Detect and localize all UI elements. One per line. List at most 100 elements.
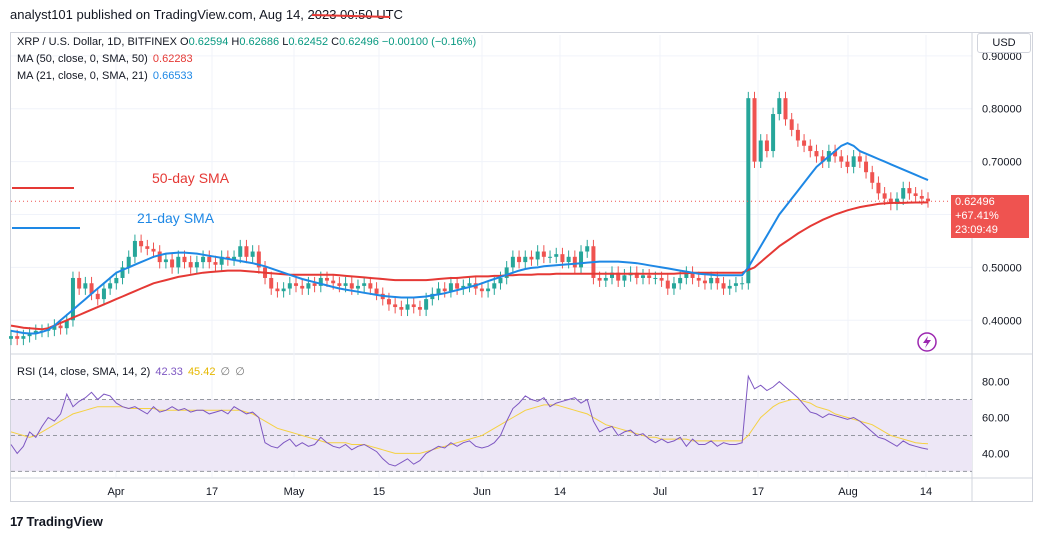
candle-body <box>275 288 280 292</box>
candle-body <box>535 251 540 260</box>
candle-body <box>498 277 503 284</box>
candle-body <box>467 283 472 286</box>
candle-body <box>318 277 323 286</box>
rsi-tick-label: 60.00 <box>982 413 1010 425</box>
candle-body <box>232 256 237 260</box>
candle-body <box>70 277 75 321</box>
candle-body <box>640 275 645 278</box>
candle-body <box>52 325 57 330</box>
candle-body <box>560 254 565 263</box>
candle-body <box>653 277 658 279</box>
candle-body <box>368 283 373 289</box>
candle-body <box>690 272 695 278</box>
lightning-icon-ring <box>917 332 937 352</box>
candle-body <box>622 275 627 281</box>
sma21-annotation-label: 21-day SMA <box>137 210 215 226</box>
change-value: −0.00100 (−0.16%) <box>381 36 477 48</box>
candle-body <box>417 307 422 310</box>
candle-body <box>163 259 168 263</box>
candle-body <box>870 172 875 183</box>
candle-body <box>783 98 788 120</box>
ma21-legend[interactable]: MA (21, close, 0, SMA, 21) 0.66533 <box>17 70 193 82</box>
time-tick-label: 15 <box>373 486 385 498</box>
rsi-legend[interactable]: RSI (14, close, SMA, 14, 2) 42.33 45.42 … <box>17 366 245 378</box>
candle-body <box>430 293 435 300</box>
candle-body <box>733 283 738 286</box>
candle-body <box>517 256 522 263</box>
candle-body <box>182 256 187 263</box>
candle-body <box>820 156 825 162</box>
candle-body <box>671 283 676 289</box>
candle-body <box>610 272 615 278</box>
candle-body <box>455 283 460 289</box>
ma50-legend[interactable]: MA (50, close, 0, SMA, 50) 0.62283 <box>17 53 193 65</box>
candle-body <box>913 193 918 196</box>
rsi-ma-value: 45.42 <box>187 366 216 378</box>
price-tag-price: 0.62496 <box>951 195 1029 210</box>
price-tag-change: +67.41% <box>951 209 1029 224</box>
candle-body <box>101 288 106 300</box>
candle-body <box>399 307 404 310</box>
candle-body <box>139 240 144 247</box>
candle-body <box>120 267 125 278</box>
candle-body <box>281 288 286 292</box>
candle-body <box>597 277 602 281</box>
candle-body <box>523 256 528 263</box>
candle-body <box>250 251 255 257</box>
candle-body <box>486 288 491 292</box>
candle-body <box>386 299 391 305</box>
candle-body <box>833 151 838 157</box>
candle-body <box>492 283 497 289</box>
candle-body <box>634 272 639 278</box>
rsi-extra-2: ∅ <box>235 366 245 378</box>
time-tick-label: Jul <box>653 486 667 498</box>
candle-body <box>777 98 782 115</box>
candle-body <box>27 333 32 337</box>
candle-body <box>529 256 534 260</box>
candle-body <box>58 325 63 329</box>
candle-body <box>176 256 181 268</box>
price-tag-countdown: 23:09:49 <box>951 223 1029 238</box>
time-tick-label: 17 <box>752 486 764 498</box>
price-tick-label: 0.90000 <box>982 51 1022 63</box>
lightning-icon <box>917 332 937 352</box>
candle-body <box>157 251 162 263</box>
candle-body <box>795 129 800 141</box>
candle-body <box>349 283 354 289</box>
candle-body <box>238 246 243 257</box>
candle-body <box>442 288 447 292</box>
candle-body <box>901 188 906 199</box>
candle-body <box>771 114 776 152</box>
sma50-line <box>10 201 929 331</box>
candle-body <box>213 262 218 265</box>
candle-body <box>300 285 305 289</box>
candle-body <box>294 283 299 286</box>
price-tick-label: 0.70000 <box>982 157 1022 169</box>
candle-body <box>15 336 20 339</box>
symbol-legend: XRP / U.S. Dollar, 1D, BITFINEX O0.62594… <box>17 36 477 48</box>
candle-body <box>876 182 881 194</box>
candle-body <box>207 256 212 263</box>
candle-body <box>678 277 683 284</box>
currency-button[interactable]: USD <box>977 33 1031 53</box>
candle-body <box>77 277 82 289</box>
footer-brand[interactable]: 17 TradingView <box>10 514 103 529</box>
candle-body <box>411 304 416 308</box>
candle-body <box>758 140 763 162</box>
candle-body <box>696 277 701 281</box>
candle-body <box>145 246 150 249</box>
candle-body <box>647 275 652 278</box>
candle-body <box>727 285 732 289</box>
close-value: 0.62496 <box>339 36 379 48</box>
candle-body <box>331 280 336 284</box>
candle-body <box>616 272 621 281</box>
candle-body <box>306 283 311 289</box>
symbol-name[interactable]: XRP / U.S. Dollar, 1D, BITFINEX <box>17 36 177 48</box>
candle-body <box>95 293 100 300</box>
candle-body <box>436 288 441 294</box>
rsi-tick-label: 80.00 <box>982 377 1010 389</box>
candle-body <box>684 272 689 278</box>
rsi-tick-label: 40.00 <box>982 448 1010 460</box>
candle-body <box>746 98 751 284</box>
time-tick-label: 14 <box>554 486 566 498</box>
